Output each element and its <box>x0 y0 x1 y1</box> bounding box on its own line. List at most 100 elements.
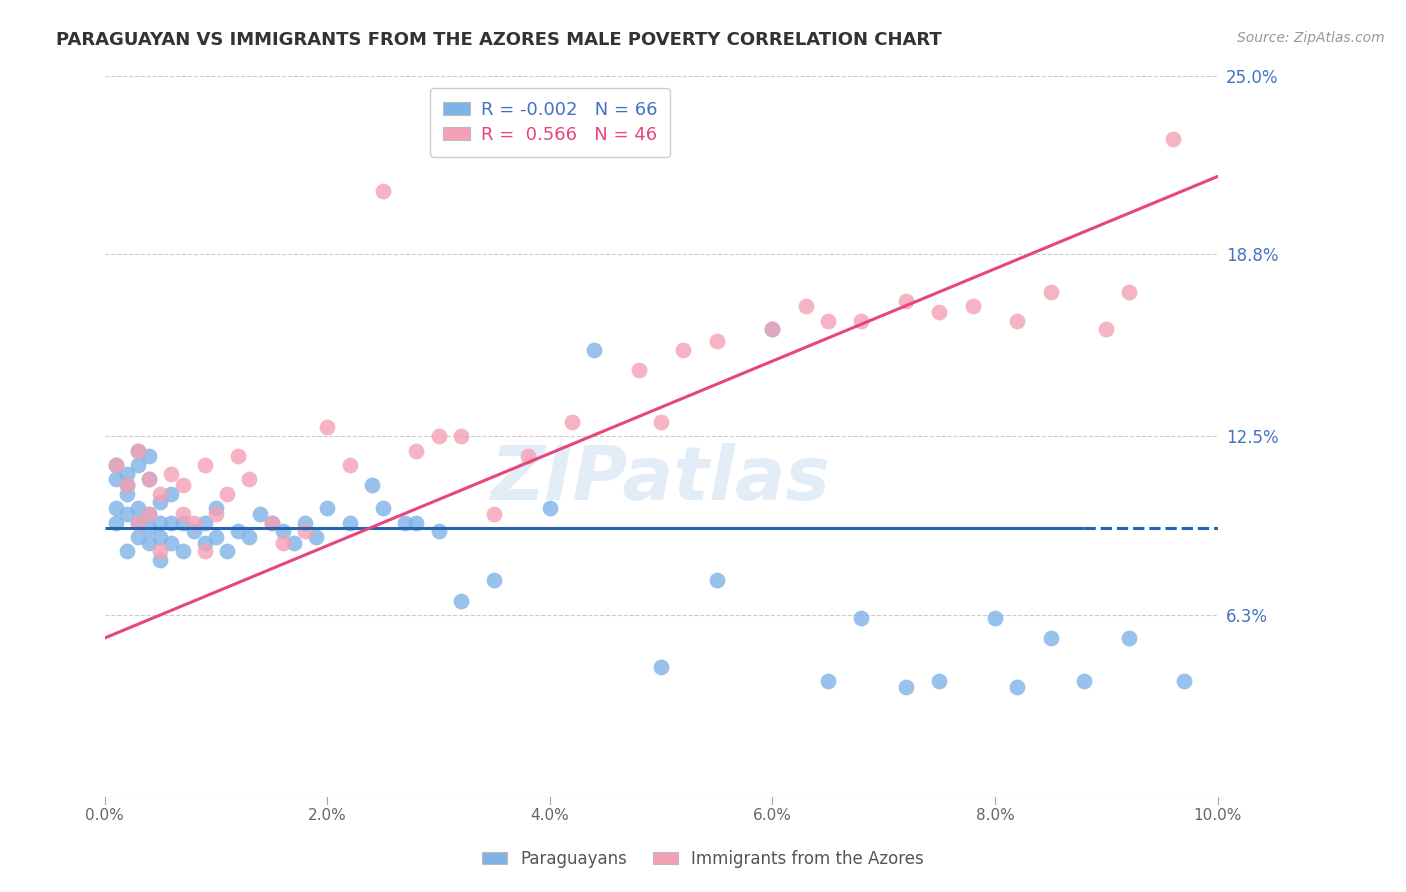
Point <box>561 415 583 429</box>
Point <box>1007 680 1029 694</box>
Point <box>115 478 138 492</box>
Point <box>127 530 149 544</box>
Point <box>371 184 394 198</box>
Point <box>817 314 839 328</box>
Point <box>928 305 950 319</box>
Point <box>371 501 394 516</box>
Text: ZIPatlas: ZIPatlas <box>491 442 831 516</box>
Point <box>149 495 172 509</box>
Point <box>984 611 1007 625</box>
Point <box>316 501 339 516</box>
Point <box>271 536 294 550</box>
Point <box>160 467 183 481</box>
Point <box>138 507 160 521</box>
Point <box>650 415 672 429</box>
Point <box>127 516 149 530</box>
Legend: Paraguayans, Immigrants from the Azores: Paraguayans, Immigrants from the Azores <box>475 844 931 875</box>
Point <box>138 450 160 464</box>
Point <box>183 516 205 530</box>
Point <box>294 524 316 539</box>
Point <box>450 593 472 607</box>
Point <box>138 521 160 535</box>
Point <box>194 544 217 558</box>
Point <box>761 322 783 336</box>
Point <box>427 429 450 443</box>
Point <box>127 443 149 458</box>
Point <box>172 478 194 492</box>
Point <box>894 680 917 694</box>
Point <box>138 472 160 486</box>
Point <box>115 478 138 492</box>
Point <box>894 293 917 308</box>
Point <box>538 501 561 516</box>
Point <box>127 516 149 530</box>
Point <box>1095 322 1118 336</box>
Point <box>138 507 160 521</box>
Point <box>583 343 606 357</box>
Point <box>194 536 217 550</box>
Point <box>339 516 361 530</box>
Point <box>928 674 950 689</box>
Point <box>394 516 416 530</box>
Point <box>172 507 194 521</box>
Point <box>104 458 127 472</box>
Point <box>627 363 650 377</box>
Legend: R = -0.002   N = 66, R =  0.566   N = 46: R = -0.002 N = 66, R = 0.566 N = 46 <box>430 88 669 157</box>
Point <box>1173 674 1195 689</box>
Point <box>650 660 672 674</box>
Point <box>706 334 728 348</box>
Point <box>294 516 316 530</box>
Point <box>226 524 249 539</box>
Point <box>316 420 339 434</box>
Point <box>149 530 172 544</box>
Point <box>706 574 728 588</box>
Point <box>127 443 149 458</box>
Point <box>127 501 149 516</box>
Point <box>238 472 260 486</box>
Point <box>962 299 984 313</box>
Point <box>115 467 138 481</box>
Point <box>672 343 695 357</box>
Point <box>160 487 183 501</box>
Point <box>205 507 228 521</box>
Point <box>283 536 305 550</box>
Point <box>172 544 194 558</box>
Point <box>761 322 783 336</box>
Point <box>1161 132 1184 146</box>
Point <box>194 458 217 472</box>
Point <box>149 487 172 501</box>
Point <box>238 530 260 544</box>
Point <box>851 611 873 625</box>
Point <box>482 507 505 521</box>
Point <box>205 501 228 516</box>
Point <box>194 516 217 530</box>
Point <box>226 450 249 464</box>
Point <box>205 530 228 544</box>
Point <box>450 429 472 443</box>
Point <box>260 516 283 530</box>
Point <box>115 544 138 558</box>
Point <box>183 524 205 539</box>
Point <box>115 487 138 501</box>
Point <box>104 501 127 516</box>
Point <box>160 516 183 530</box>
Point <box>260 516 283 530</box>
Point <box>1039 285 1062 299</box>
Point <box>217 544 239 558</box>
Point <box>217 487 239 501</box>
Point <box>115 507 138 521</box>
Point <box>1118 285 1140 299</box>
Point <box>138 472 160 486</box>
Point <box>360 478 382 492</box>
Point <box>1007 314 1029 328</box>
Point <box>104 516 127 530</box>
Point <box>405 443 427 458</box>
Point <box>427 524 450 539</box>
Point <box>516 450 538 464</box>
Point <box>851 314 873 328</box>
Point <box>172 516 194 530</box>
Point <box>405 516 427 530</box>
Point <box>305 530 328 544</box>
Point <box>794 299 817 313</box>
Point <box>149 553 172 567</box>
